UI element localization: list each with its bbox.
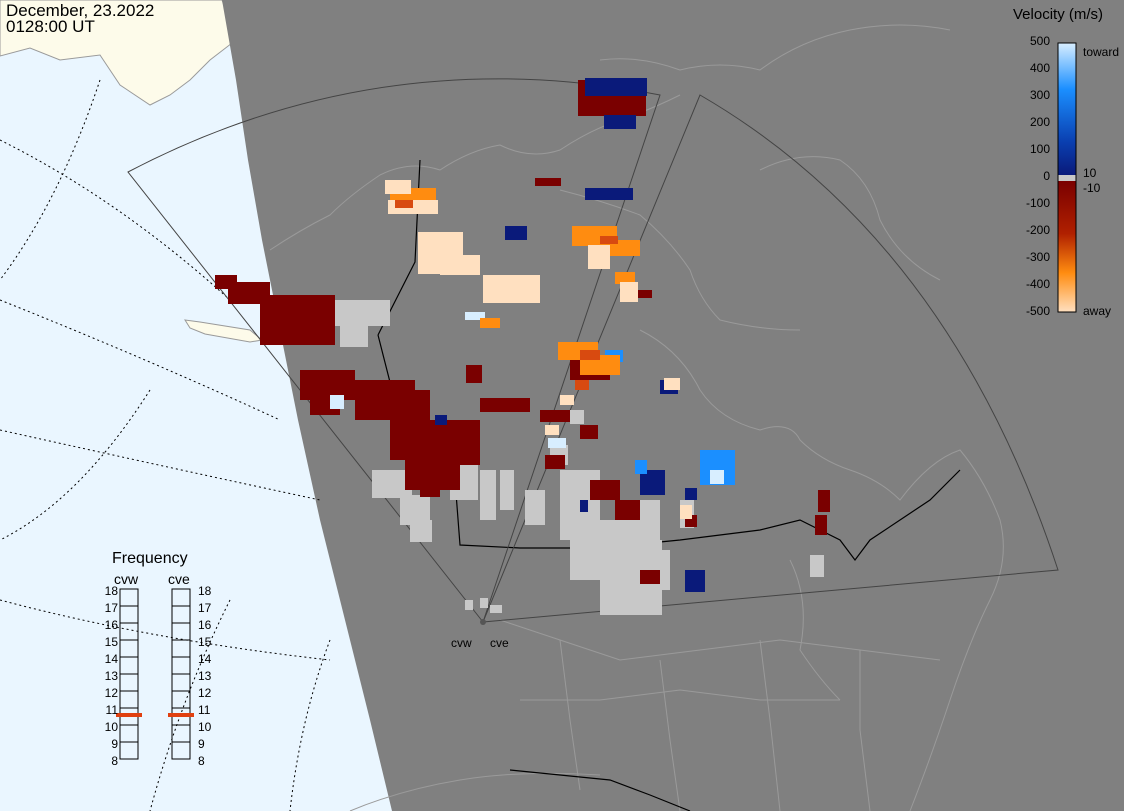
night-region: [222, 0, 1124, 811]
freq-left-18: 18: [104, 584, 118, 598]
freq-right-16: 16: [198, 618, 212, 632]
freq-left-14: 14: [104, 652, 118, 666]
freq-left-8: 8: [111, 754, 118, 768]
freq-left-17: 17: [104, 601, 118, 615]
freq-right-13: 13: [198, 669, 212, 683]
velocity-colorbar: [1057, 42, 1077, 313]
freq-right-15: 15: [198, 635, 212, 649]
cb-tick-300: 300: [1029, 88, 1050, 102]
fov-cve: [482, 94, 1059, 623]
scatter-cells: [215, 78, 830, 615]
freq-left-16: 16: [104, 618, 118, 632]
freq-radar-cvw: cvw: [114, 571, 139, 587]
cb-inner-pos: 10: [1083, 166, 1097, 180]
freq-marker-cve: [168, 713, 194, 717]
freq-right-10: 10: [198, 720, 212, 734]
freq-left-9: 9: [111, 737, 118, 751]
site-label-cve: cve: [490, 636, 509, 650]
freq-right-9: 9: [198, 737, 205, 751]
frequency-title: Frequency: [112, 550, 188, 567]
colorbar-title: Velocity (m/s): [1013, 6, 1104, 23]
freq-left-12: 12: [104, 686, 118, 700]
cb-tick-200: 200: [1029, 115, 1050, 129]
cb-tick-500: 500: [1029, 34, 1050, 48]
freq-radar-cve: cve: [168, 571, 190, 587]
frequency-panel: [116, 588, 194, 760]
freq-left-15: 15: [104, 635, 118, 649]
cb-tick-neg500: -500: [1025, 304, 1050, 318]
freq-left-10: 10: [104, 720, 118, 734]
freq-right-17: 17: [198, 601, 212, 615]
date-label: December, 23.2022: [6, 1, 155, 20]
cb-tick-neg200: -200: [1025, 223, 1050, 237]
cb-inner-neg: -10: [1083, 181, 1101, 195]
freq-marker-cvw: [116, 713, 142, 717]
site-label-cvw: cvw: [451, 636, 472, 650]
day-land-peninsula: [184, 319, 264, 343]
freq-right-12: 12: [198, 686, 212, 700]
freq-right-14: 14: [198, 652, 212, 666]
cb-tick-0: 0: [1043, 169, 1050, 183]
cb-toward-label: toward: [1083, 45, 1120, 59]
cb-tick-neg100: -100: [1025, 196, 1050, 210]
time-label: 0128:00 UT: [6, 17, 95, 36]
freq-left-11: 11: [105, 703, 118, 717]
cb-tick-400: 400: [1029, 61, 1050, 75]
cb-away-label: away: [1083, 304, 1112, 318]
cb-tick-neg400: -400: [1025, 277, 1050, 291]
freq-right-18: 18: [198, 584, 212, 598]
freq-right-11: 11: [198, 703, 211, 717]
graticule: [0, 79, 331, 811]
cb-tick-100: 100: [1029, 142, 1050, 156]
freq-left-13: 13: [104, 669, 118, 683]
coastlines: [269, 24, 1004, 811]
freq-right-8: 8: [198, 754, 205, 768]
cb-tick-neg300: -300: [1025, 250, 1050, 264]
site-marker-cvw: [480, 619, 486, 625]
